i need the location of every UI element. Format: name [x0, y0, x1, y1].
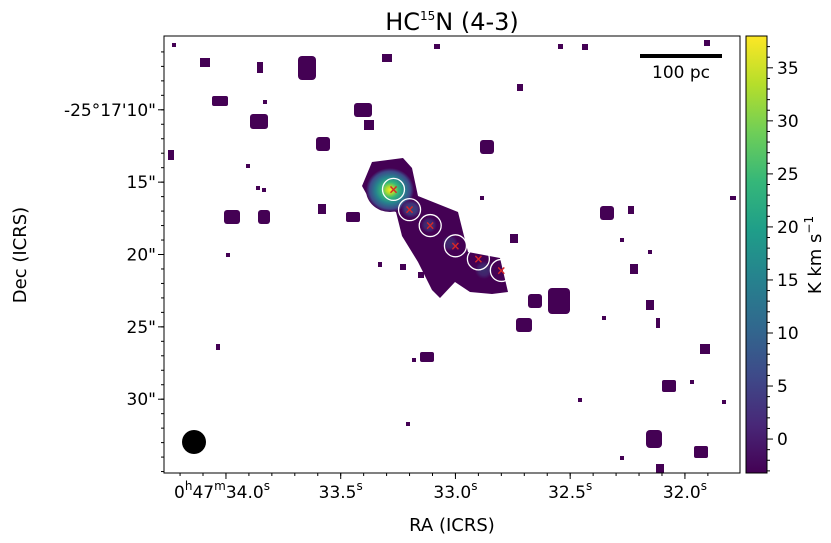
y-tick-label: 15"	[127, 173, 156, 193]
peak-marker: ×	[405, 203, 415, 217]
colorbar-tick-label: 0	[777, 430, 788, 450]
y-tick-label: 30"	[127, 390, 156, 410]
y-tick-label: 20"	[127, 246, 156, 266]
peak-marker: ×	[450, 239, 460, 253]
aperture-circle	[381, 177, 406, 202]
y-tick-label: 25"	[127, 318, 156, 338]
colorbar-tick-label: 20	[777, 218, 799, 238]
colorbar	[745, 35, 768, 474]
colorbar-label: K km s−1	[802, 216, 826, 294]
colorbar-tick-label: 15	[777, 271, 799, 291]
knot-emission	[475, 261, 493, 279]
knot-emission	[421, 217, 437, 233]
chart-title: HC15N (4-3)	[385, 8, 519, 36]
x-tick-label: 0h47m34.0s	[174, 479, 270, 503]
y-tick-label: -25°17'10"	[64, 101, 156, 121]
aperture-circle	[397, 197, 422, 222]
aperture-circle	[443, 234, 468, 258]
knot-emission	[401, 200, 421, 218]
x-tick-label: 33.0s	[433, 479, 477, 503]
peak-marker: ×	[496, 263, 506, 277]
peak-markers: × × × × × ×	[388, 182, 506, 277]
aperture-circle	[466, 247, 491, 271]
aperture-circles	[381, 177, 513, 283]
x-axis: 0h47m34.0s 33.5s 33.0s 32.5s 32.0s	[174, 473, 709, 503]
x-tick-label: 32.5s	[548, 479, 592, 503]
aperture-circle	[418, 213, 442, 238]
colorbar-axis: 0 5 10 15 20 25 30 35	[767, 46, 799, 472]
y-axis: -25°17'10" 15" 20" 25" 30"	[64, 51, 164, 473]
colorbar-tick-label: 35	[777, 59, 799, 79]
beam-ellipse	[182, 430, 206, 454]
peak-marker: ×	[425, 219, 435, 233]
colorbar-tick-label: 30	[777, 112, 799, 132]
x-tick-label: 33.5s	[319, 479, 363, 503]
x-tick-label: 32.0s	[663, 479, 707, 503]
peak-marker: ×	[388, 182, 398, 196]
noise-islands	[168, 40, 736, 473]
colorbar-tick-label: 10	[777, 324, 799, 344]
emission-map: × × × × × ×	[168, 40, 736, 473]
scale-bar-label: 100 pc	[652, 63, 710, 83]
colorbar-tick-label: 5	[777, 377, 788, 397]
y-axis-label: Dec (ICRS)	[10, 207, 31, 303]
colorbar-tick-label: 25	[777, 165, 799, 185]
x-axis-label: RA (ICRS)	[409, 515, 495, 536]
peak-marker: ×	[473, 252, 483, 266]
aperture-circle	[489, 258, 513, 283]
